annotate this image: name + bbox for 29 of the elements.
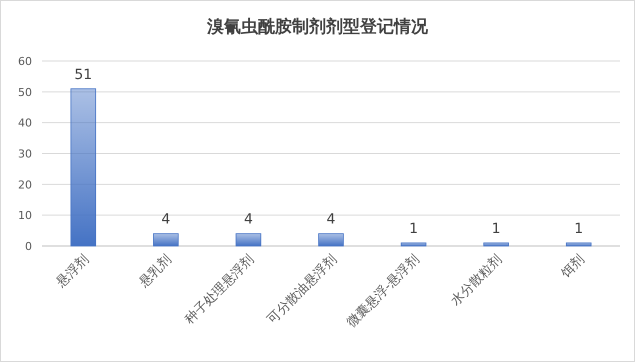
bar xyxy=(566,242,592,246)
y-tick-label: 0 xyxy=(25,240,32,253)
x-tick-label: 饵剂 xyxy=(557,252,588,282)
x-tick-label: 可分散油悬浮剂 xyxy=(264,252,340,328)
x-tick-label: 悬浮剂 xyxy=(52,252,92,292)
chart-title: 溴氰虫酰胺制剂剂型登记情况 xyxy=(206,17,429,37)
bar xyxy=(70,88,96,246)
data-label: 1 xyxy=(492,220,501,237)
bar xyxy=(483,242,509,246)
data-label: 4 xyxy=(244,212,253,228)
x-tick-label: 悬乳剂 xyxy=(135,252,175,292)
y-tick-label: 20 xyxy=(18,178,32,192)
y-tick-label: 40 xyxy=(18,116,32,130)
data-label: 4 xyxy=(161,212,170,228)
data-label: 1 xyxy=(409,220,418,237)
bar xyxy=(400,242,426,246)
y-tick-label: 60 xyxy=(18,55,32,68)
bar xyxy=(236,233,262,246)
bar xyxy=(153,233,179,246)
x-tick-label: 种子处理悬浮剂 xyxy=(182,252,258,328)
data-label: 51 xyxy=(74,66,92,83)
x-tick-label: 水分散粒剂 xyxy=(448,252,505,309)
y-tick-label: 30 xyxy=(18,148,32,160)
bar xyxy=(318,233,344,246)
data-label: 1 xyxy=(574,220,584,237)
y-tick-label: 10 xyxy=(18,209,32,222)
y-tick-label: 50 xyxy=(18,86,32,99)
x-tick-label: 微囊悬浮-悬浮剂 xyxy=(343,252,422,330)
data-label: 4 xyxy=(326,212,336,228)
